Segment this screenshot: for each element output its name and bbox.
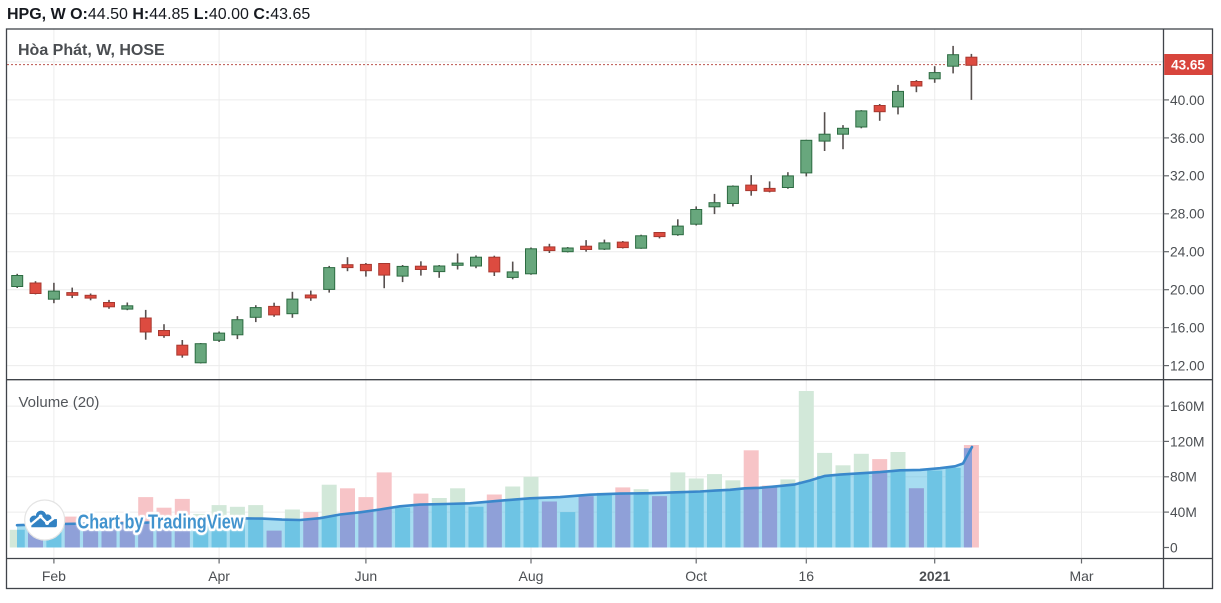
svg-text:12.00: 12.00	[1170, 359, 1205, 374]
svg-text:Feb: Feb	[42, 568, 66, 584]
svg-text:40M: 40M	[1170, 505, 1197, 520]
svg-text:Mar: Mar	[1069, 568, 1093, 584]
svg-text:0: 0	[1170, 540, 1178, 555]
svg-text:40.00: 40.00	[1170, 93, 1205, 108]
svg-text:16: 16	[799, 568, 815, 584]
svg-text:120M: 120M	[1170, 434, 1205, 449]
svg-text:Hòa Phát, W, HOSE: Hòa Phát, W, HOSE	[18, 42, 165, 59]
svg-text:Jun: Jun	[355, 568, 378, 584]
svg-text:Chart by TradingView: Chart by TradingView	[78, 512, 244, 534]
svg-text:80M: 80M	[1170, 470, 1197, 485]
svg-text:32.00: 32.00	[1170, 169, 1205, 184]
svg-text:24.00: 24.00	[1170, 245, 1205, 260]
svg-text:36.00: 36.00	[1170, 131, 1205, 146]
svg-text:2021: 2021	[919, 568, 950, 584]
svg-text:16.00: 16.00	[1170, 321, 1205, 336]
svg-text:28.00: 28.00	[1170, 207, 1205, 222]
svg-text:Oct: Oct	[685, 568, 707, 584]
svg-text:20.00: 20.00	[1170, 283, 1205, 298]
svg-text:43.65: 43.65	[1171, 57, 1205, 72]
svg-text:Aug: Aug	[519, 568, 544, 584]
svg-text:HPG, W O:44.50 H:44.85 L:40.00: HPG, W O:44.50 H:44.85 L:40.00 C:43.65	[7, 6, 310, 23]
svg-text:Apr: Apr	[208, 568, 230, 584]
svg-text:160M: 160M	[1170, 399, 1205, 414]
svg-text:Volume (20): Volume (20)	[19, 394, 100, 411]
